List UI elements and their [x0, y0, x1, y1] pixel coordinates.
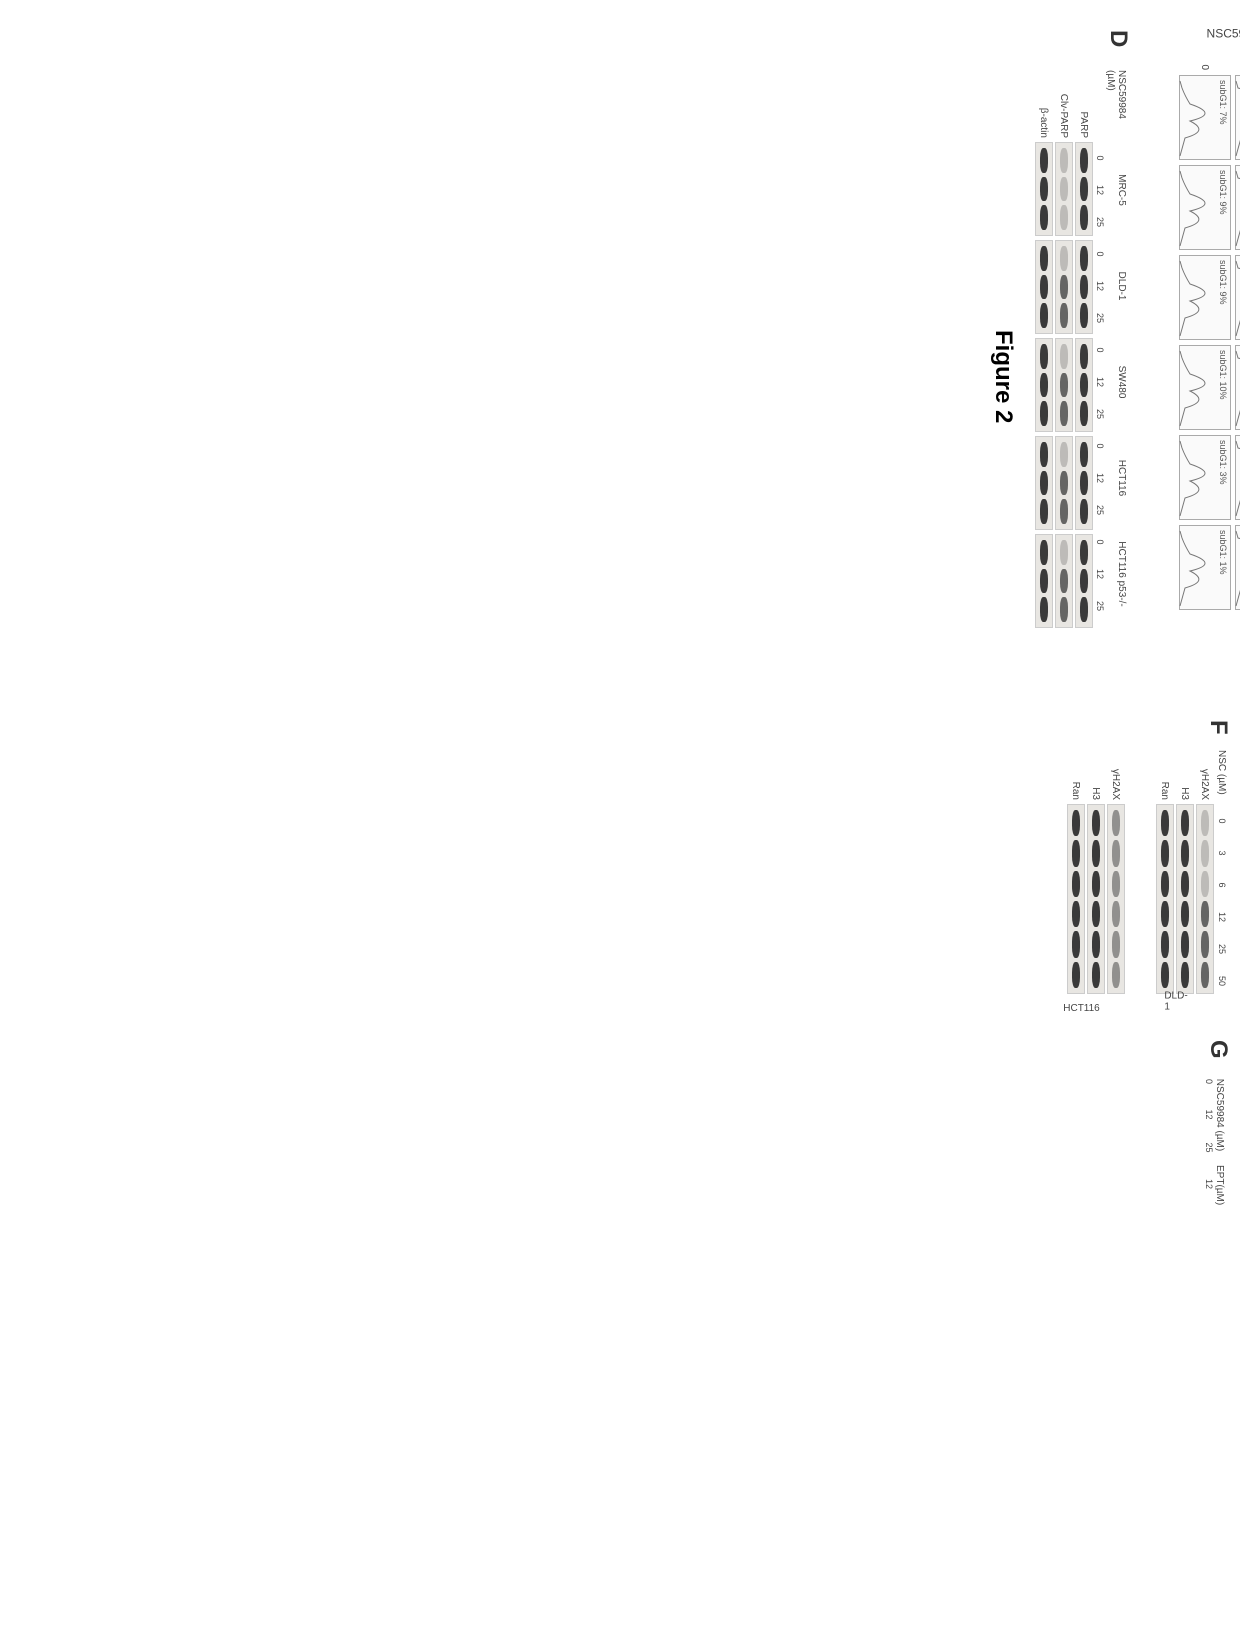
- blot-lane: [1035, 534, 1053, 628]
- facs-plot: subG1: 1%: [1235, 525, 1240, 610]
- blot-lane: [1075, 338, 1093, 432]
- blot-lane: [1067, 804, 1085, 994]
- panel-f-header: NSC (µM): [1216, 750, 1227, 805]
- facs-plot: subG1: 26%: [1235, 165, 1240, 250]
- blot-lane: [1055, 142, 1073, 236]
- facs-plot: subG1: 3%: [1179, 435, 1231, 520]
- blot-lane: [1075, 142, 1093, 236]
- panel-b-ylabel: NSC59984 (µM): [1207, 26, 1240, 40]
- blot-lane: [1035, 240, 1053, 334]
- panel-d-western: NSC59984 (µM) MRC-5DLD-1SW480HCT116HCT11…: [1033, 70, 1127, 628]
- panel-b-facs-grid: SW480DLD-1HCT116HCT116 p53-/-MRC-5Wi38 5…: [1175, 75, 1240, 610]
- blot-lane: [1055, 436, 1073, 530]
- facs-plot: subG1: 2%: [1235, 435, 1240, 520]
- blot-lane: [1035, 142, 1053, 236]
- blot-lane: [1035, 338, 1053, 432]
- facs-plot: subG1: 62%: [1235, 255, 1240, 340]
- blot-lane: [1107, 804, 1125, 994]
- panel-g-western: HCT116 γH2AXH3Ran: [1065, 750, 1127, 994]
- panel-d-header: NSC59984 (µM): [1105, 70, 1127, 142]
- panel-g-cellline: HCT116: [1063, 1003, 1100, 1014]
- facs-plot: subG1: 7%: [1179, 75, 1231, 160]
- panel-f-label: F: [1205, 720, 1232, 735]
- panel-d-label: D: [1105, 30, 1132, 47]
- blot-lane: [1075, 436, 1093, 530]
- facs-plot: subG1: 1%: [1179, 525, 1231, 610]
- facs-plot: subG1: 10%: [1179, 345, 1231, 430]
- blot-lane: [1156, 804, 1174, 994]
- panel-f-cellline: DLD-1: [1164, 991, 1187, 1013]
- blot-lane: [1035, 436, 1053, 530]
- facs-plot: subG1: 44%: [1235, 345, 1240, 430]
- panel-f-western: DLD-1 NSC (µM) 036122550 γH2AXH3Ran: [1154, 750, 1227, 997]
- facs-plot: subG1: 56%: [1235, 75, 1240, 160]
- blot-lane: [1055, 534, 1073, 628]
- facs-plot: subG1: 9%: [1179, 165, 1231, 250]
- panel-g-label: G: [1205, 1040, 1232, 1059]
- facs-plot: subG1: 9%: [1179, 255, 1231, 340]
- panel-g-headers: NSC59984 (µM) EPT(µM) 0122512: [1204, 1065, 1225, 1205]
- blot-lane: [1087, 804, 1105, 994]
- blot-lane: [1055, 240, 1073, 334]
- blot-lane: [1176, 804, 1194, 994]
- blot-lane: [1075, 240, 1093, 334]
- blot-lane: [1196, 804, 1214, 994]
- blot-lane: [1055, 338, 1073, 432]
- figure-label: Figure 2: [989, 330, 1017, 423]
- blot-lane: [1075, 534, 1093, 628]
